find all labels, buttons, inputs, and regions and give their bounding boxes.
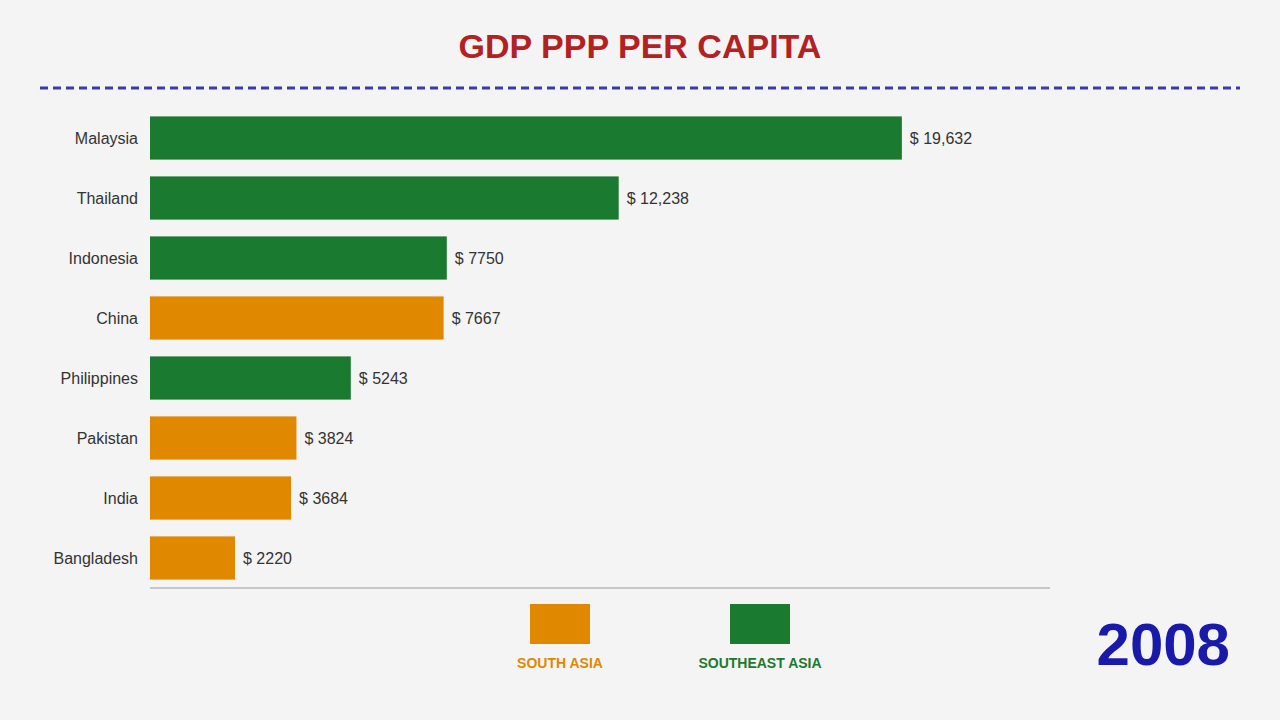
bar — [150, 296, 444, 339]
data-labels: $ 2220 $ 3684 $ 3824 $ 7667 $ 5243 $ 7750 $ 12… — [243, 130, 972, 567]
data-label: $ 5243 — [359, 370, 408, 387]
chart: GDP PPP PER CAPITA Bangladesh India Pakista… — [0, 0, 1280, 720]
category-label: Philippines — [61, 370, 138, 387]
legend-swatch — [730, 604, 790, 644]
data-label: $ 3824 — [304, 430, 353, 447]
bar — [150, 176, 619, 219]
title-separator — [40, 87, 1240, 90]
axis-line — [150, 588, 1050, 589]
legend-label: SOUTH ASIA — [517, 655, 603, 671]
bar — [150, 416, 296, 459]
bar — [150, 536, 235, 579]
legend: SOUTH ASIA SOUTHEAST ASIA — [517, 604, 821, 671]
bar — [150, 236, 447, 279]
data-label: $ 7667 — [452, 310, 501, 327]
bars — [150, 116, 902, 579]
category-label: Malaysia — [75, 130, 138, 147]
bar — [150, 476, 291, 519]
legend-swatch — [530, 604, 590, 644]
annotation: 2008 — [1097, 611, 1230, 678]
data-label: $ 3684 — [299, 490, 348, 507]
legend-label: SOUTHEAST ASIA — [698, 655, 821, 671]
category-label: Bangladesh — [53, 550, 138, 567]
category-label: Indonesia — [69, 250, 138, 267]
bar — [150, 356, 351, 399]
category-labels: Bangladesh India Pakistan Philippines China I… — [53, 130, 138, 567]
data-label: $ 2220 — [243, 550, 292, 567]
data-label: $ 19,632 — [910, 130, 972, 147]
category-label: Thailand — [77, 190, 138, 207]
bar — [150, 116, 902, 159]
category-label: India — [103, 490, 138, 507]
background — [0, 0, 1280, 720]
category-label: Pakistan — [77, 430, 138, 447]
data-label: $ 12,238 — [627, 190, 689, 207]
title: GDP PPP PER CAPITA — [459, 27, 822, 65]
category-label: China — [96, 310, 138, 327]
data-label: $ 7750 — [455, 250, 504, 267]
